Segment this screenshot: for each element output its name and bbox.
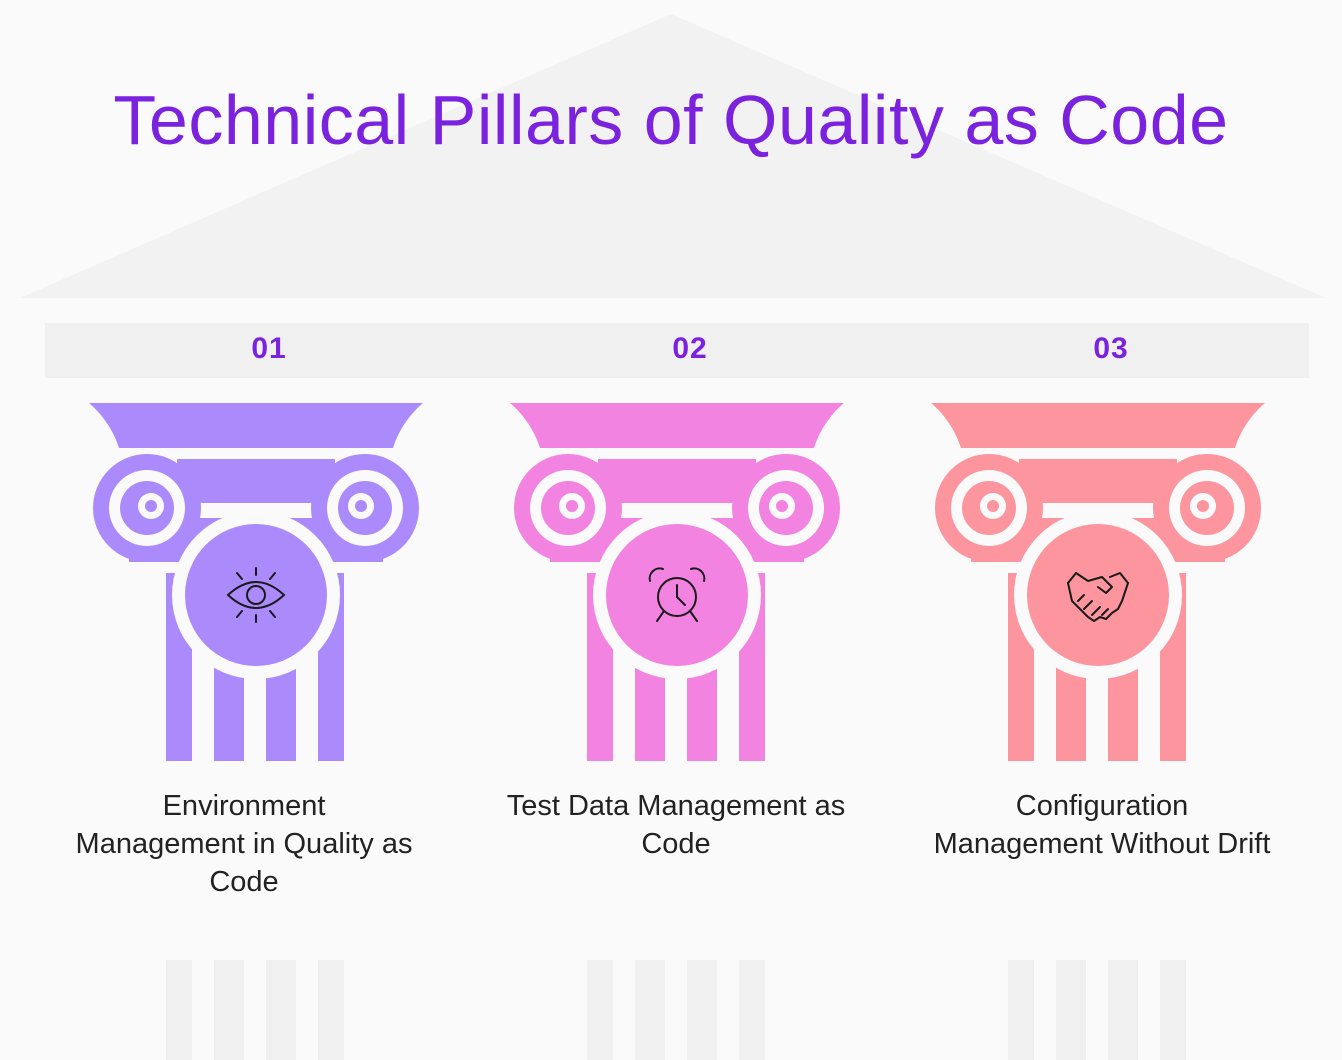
roof-pediment: [20, 14, 1326, 298]
pillar-3: [931, 403, 1265, 761]
medallion: [1027, 524, 1169, 666]
page-title: Technical Pillars of Quality as Code: [113, 81, 1229, 159]
eye-icon: [226, 567, 286, 623]
pillar-number-2: 02: [672, 332, 708, 365]
alarm-clock-icon: [648, 567, 706, 622]
pillar-1: [89, 403, 423, 761]
pillar-label-2: Test Data Management as Code: [506, 790, 846, 860]
pillar-number-1: 01: [251, 332, 287, 365]
pillar-label-1: Environment Management in Quality as Cod…: [75, 790, 413, 898]
handshake-icon: [1067, 572, 1129, 622]
pillar-2: [510, 403, 844, 761]
pillar-number-3: 03: [1093, 332, 1129, 365]
ghost-pillars: [166, 960, 1186, 1060]
pillar-label-3: Configuration Management Without Drift: [933, 790, 1271, 860]
medallion: [185, 524, 327, 666]
architrave-band: [45, 323, 1309, 378]
